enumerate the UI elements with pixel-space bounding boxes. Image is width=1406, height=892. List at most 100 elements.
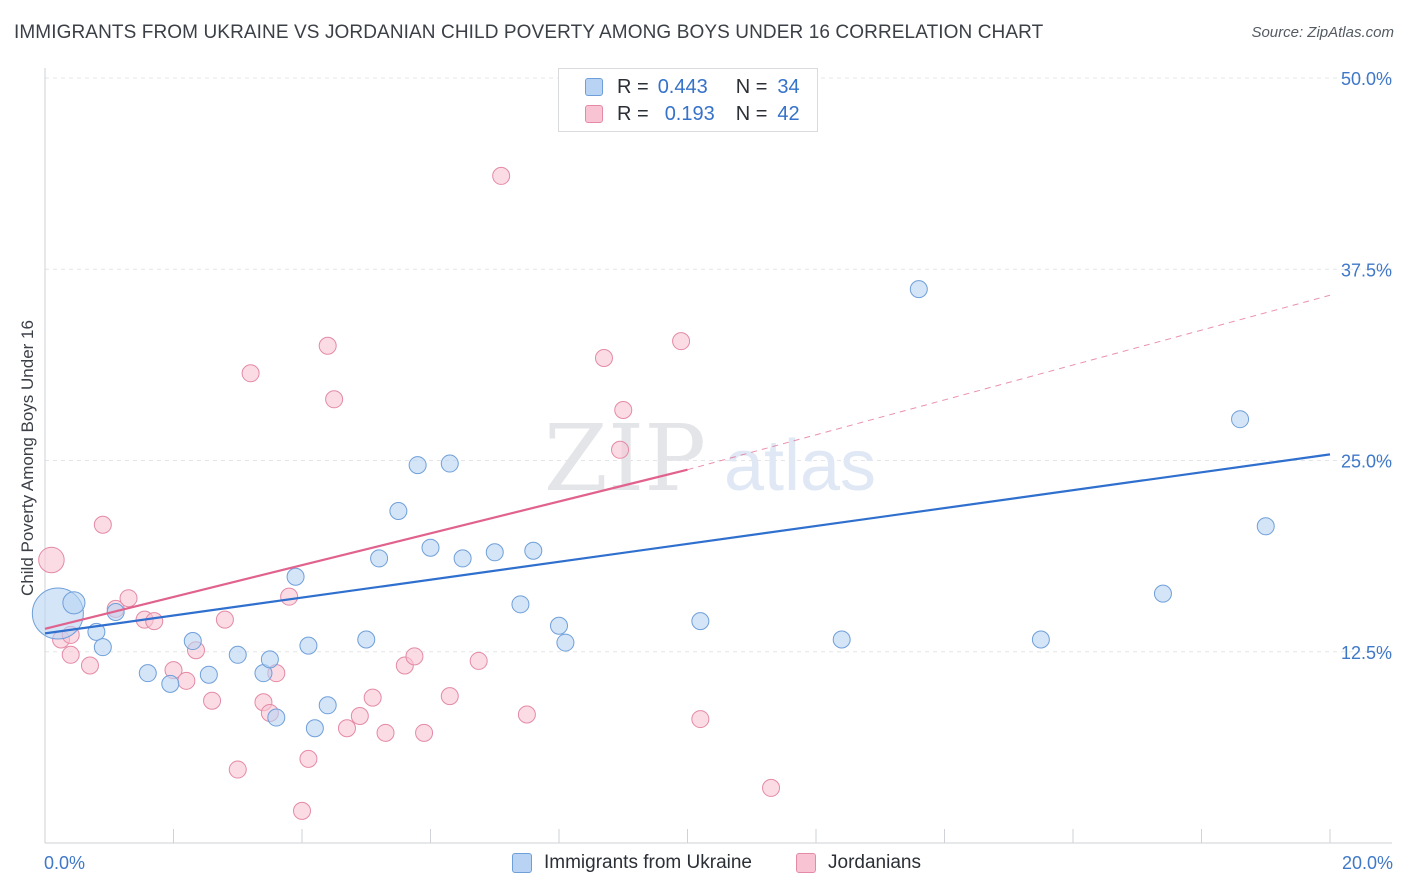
- x-tick-label: 20.0%: [1342, 853, 1393, 873]
- ukraine-point: [556, 633, 575, 652]
- legend-n-value: 34: [777, 75, 800, 98]
- jordanians-trend-line: [44, 468, 688, 630]
- jordanians-point: [611, 440, 630, 459]
- ukraine-point: [1153, 584, 1172, 603]
- grid-lines: [45, 77, 1392, 653]
- ukraine-point: [453, 549, 472, 568]
- ukraine-point: [1031, 630, 1050, 649]
- ukraine-point: [485, 543, 504, 562]
- ukraine-legend-label: Immigrants from Ukraine: [544, 852, 752, 873]
- jordanians-point: [215, 610, 234, 629]
- jordanians-point: [177, 671, 196, 690]
- trend-lines: [44, 294, 1331, 635]
- jordanians-point: [469, 651, 488, 670]
- jordanians-point: [672, 332, 691, 351]
- ukraine-point: [511, 595, 530, 614]
- source-label: Source: ZipAtlas.com: [1251, 24, 1394, 41]
- jordanians-point: [228, 760, 247, 779]
- jordanians-point: [325, 390, 344, 409]
- ukraine-point: [318, 696, 337, 715]
- ukraine-point: [267, 708, 286, 727]
- legend-row-jordanians: R = 0.193 N = 42: [585, 102, 800, 126]
- legend-n-value: 42: [777, 102, 800, 125]
- jordanians-point: [376, 723, 395, 742]
- ukraine-point: [524, 541, 543, 560]
- ukraine-point: [389, 501, 408, 520]
- legend-r-label: R =: [617, 75, 649, 98]
- ukraine-point: [909, 280, 928, 299]
- y-tick-label: 25.0%: [1341, 452, 1392, 472]
- ukraine-point: [299, 636, 318, 655]
- y-axis-title: Child Poverty Among Boys Under 16: [18, 320, 37, 596]
- ukraine-point: [138, 664, 157, 683]
- watermark-atlas: atlas: [724, 426, 876, 506]
- ukraine-point: [62, 591, 86, 615]
- series-legend: Immigrants from Ukraine Jordanians: [0, 852, 1406, 878]
- jordanians-point: [691, 710, 710, 729]
- legend-item-ukraine[interactable]: Immigrants from Ukraine: [512, 852, 752, 874]
- legend-r-label: R =: [617, 102, 649, 125]
- correlation-legend: R = 0.443 N = 34 R = 0.193 N = 42: [558, 68, 818, 132]
- y-tick-label: 12.5%: [1341, 643, 1392, 663]
- ukraine-point: [421, 538, 440, 557]
- legend-item-jordanians[interactable]: Jordanians: [796, 852, 921, 874]
- jordanians-point: [145, 612, 164, 631]
- ukraine-point: [161, 674, 180, 693]
- ukraine-point: [1231, 410, 1250, 429]
- jordanians-point: [80, 656, 99, 675]
- ukraine-point: [357, 630, 376, 649]
- jordanians-point: [119, 589, 138, 608]
- jordanians-point: [440, 687, 459, 706]
- watermark: ZIP atlas: [544, 405, 876, 512]
- tick-labels: 12.5% 25.0% 37.5% 50.0% 0.0% 20.0%: [44, 69, 1393, 873]
- ukraine-point: [305, 719, 324, 738]
- ukraine-legend-swatch: [512, 853, 532, 873]
- jordanians-point: [293, 801, 311, 820]
- jordanians-swatch: [585, 105, 603, 123]
- ukraine-point: [93, 638, 112, 657]
- jordanians-point: [280, 587, 299, 606]
- y-tick-label: 50.0%: [1341, 69, 1392, 89]
- jordanians-point: [415, 723, 434, 742]
- ukraine-point: [408, 456, 427, 475]
- watermark-zip: ZIP: [544, 405, 706, 512]
- jordanians-legend-swatch: [796, 853, 816, 873]
- jordanians-trend-extension: [687, 294, 1331, 471]
- jordanians-point: [38, 546, 65, 574]
- legend-r-value: 0.193: [664, 102, 715, 125]
- ukraine-point: [1256, 517, 1275, 536]
- jordanians-point: [405, 647, 424, 666]
- ukraine-point: [260, 650, 279, 669]
- legend-row-ukraine: R = 0.443 N = 34: [585, 75, 800, 99]
- jordanians-point: [241, 364, 260, 383]
- ukraine-point: [286, 567, 305, 586]
- legend-n-label: N =: [735, 75, 768, 98]
- jordanians-point: [492, 166, 511, 185]
- jordanians-point: [337, 719, 356, 738]
- x-tick-label: 0.0%: [44, 853, 85, 873]
- jordanians-point: [203, 691, 222, 710]
- ukraine-point: [691, 612, 710, 631]
- jordanians-point: [762, 778, 781, 797]
- ukraine-point: [832, 630, 851, 649]
- ukraine-trend-line: [44, 453, 1331, 635]
- chart-title: IMMIGRANTS FROM UKRAINE VS JORDANIAN CHI…: [14, 22, 1044, 43]
- ukraine-point: [370, 549, 389, 568]
- jordanians-point: [350, 707, 369, 726]
- ukraine-point: [440, 454, 459, 473]
- ukraine-swatch: [585, 78, 603, 96]
- jordanians-point: [299, 749, 318, 768]
- ukraine-point: [199, 665, 218, 684]
- jordanians-legend-label: Jordanians: [828, 852, 921, 873]
- jordanians-point: [363, 688, 382, 707]
- jordanians-point: [318, 336, 337, 355]
- jordanians-point: [61, 645, 80, 664]
- ukraine-point: [550, 616, 568, 635]
- jordanians-point: [93, 515, 112, 534]
- jordanians-point: [517, 705, 536, 724]
- legend-r-value: 0.443: [657, 75, 708, 98]
- ukraine-point: [228, 645, 247, 664]
- ukraine-points: [31, 280, 1275, 738]
- legend-n-label: N =: [735, 102, 768, 125]
